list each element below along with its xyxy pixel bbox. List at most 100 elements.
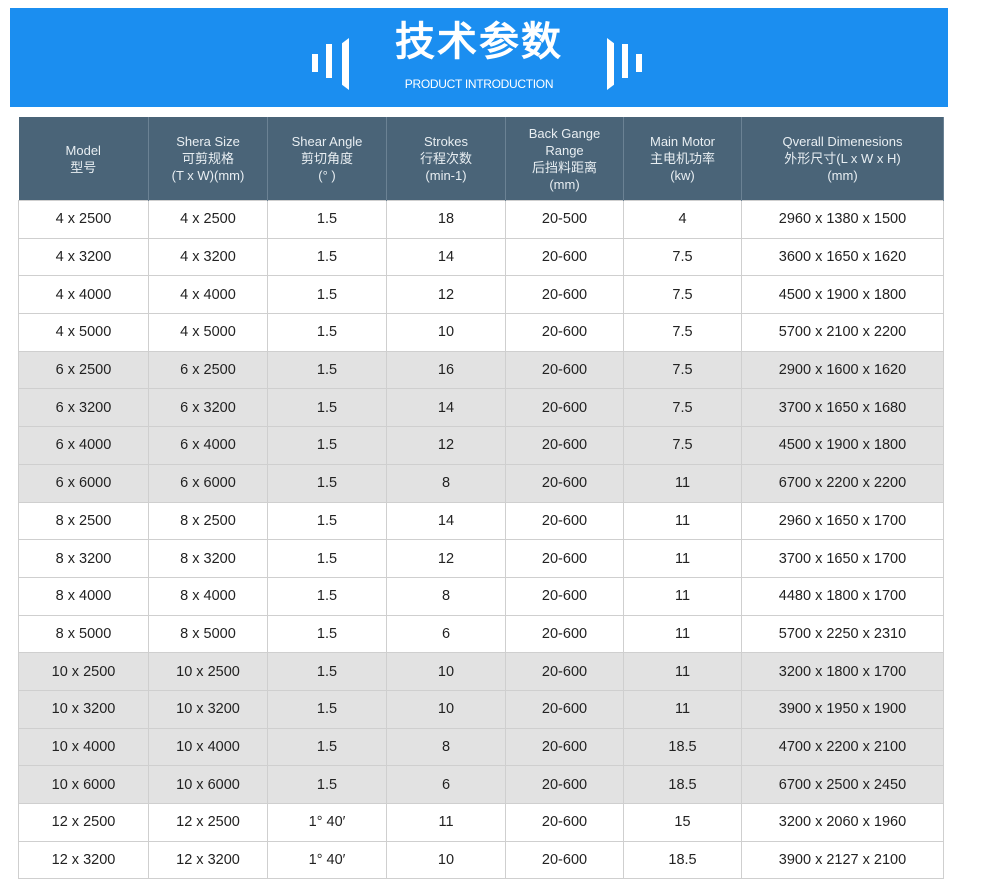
cell-back-gauge-range: 20-600 bbox=[505, 237, 624, 277]
column-header-shear-size: Shera Size 可剪规格 (T x W)(mm) bbox=[148, 117, 268, 201]
table-row: 10 x 6000 10 x 6000 1.5 6 20-600 18.5 6700 x 2… bbox=[18, 765, 944, 804]
cell-model: 10 x 3200 bbox=[18, 689, 149, 729]
cell-shear-angle: 1.5 bbox=[267, 727, 387, 767]
cell-overall-dimensions: 6700 x 2500 x 2450 bbox=[741, 765, 944, 804]
section-banner: 技术参数 PRODUCT INTRODUCTION bbox=[10, 8, 948, 107]
table-row: 8 x 4000 8 x 4000 1.5 8 20-600 11 4480 x 1800 … bbox=[18, 576, 944, 616]
cell-shear-size: 8 x 2500 bbox=[148, 501, 268, 541]
cell-main-motor: 7.5 bbox=[623, 426, 742, 465]
cell-back-gauge-range: 20-600 bbox=[505, 313, 624, 352]
cell-strokes: 14 bbox=[386, 388, 506, 428]
table-row: 10 x 4000 10 x 4000 1.5 8 20-600 18.5 4700 x 2… bbox=[18, 727, 944, 767]
cell-strokes: 10 bbox=[386, 652, 506, 691]
cell-overall-dimensions: 3700 x 1650 x 1680 bbox=[741, 388, 944, 428]
cell-shear-size: 10 x 6000 bbox=[148, 765, 268, 804]
column-header-strokes: Strokes 行程次数 (min-1) bbox=[386, 117, 506, 201]
cell-strokes: 14 bbox=[386, 237, 506, 277]
cell-model: 12 x 2500 bbox=[18, 803, 149, 842]
header-line: Range bbox=[545, 142, 584, 158]
cell-shear-angle: 1.5 bbox=[267, 275, 387, 315]
cell-main-motor: 15 bbox=[623, 803, 742, 842]
cell-overall-dimensions: 4480 x 1800 x 1700 bbox=[741, 576, 944, 616]
cell-shear-size: 4 x 5000 bbox=[148, 313, 268, 352]
cell-shear-size: 4 x 3200 bbox=[148, 237, 268, 277]
cell-strokes: 8 bbox=[386, 727, 506, 767]
cell-shear-size: 6 x 6000 bbox=[148, 463, 268, 503]
table-row: 12 x 3200 12 x 3200 1° 40′ 10 20-600 18.5 3900… bbox=[18, 840, 944, 879]
cell-overall-dimensions: 2960 x 1650 x 1700 bbox=[741, 501, 944, 541]
cell-overall-dimensions: 3700 x 1650 x 1700 bbox=[741, 539, 944, 578]
header-line: 后挡料距离 bbox=[531, 159, 597, 175]
header-line: (° ) bbox=[318, 168, 336, 183]
cell-back-gauge-range: 20-600 bbox=[505, 350, 624, 390]
cell-shear-angle: 1.5 bbox=[267, 463, 387, 503]
cell-model: 4 x 3200 bbox=[18, 237, 149, 277]
cell-back-gauge-range: 20-600 bbox=[505, 576, 624, 616]
header-line: 主电机功率 bbox=[649, 151, 715, 166]
cell-overall-dimensions: 3200 x 1800 x 1700 bbox=[741, 652, 944, 691]
cell-shear-angle: 1.5 bbox=[267, 576, 387, 616]
header-line: (T x W)(mm) bbox=[171, 168, 245, 183]
cell-back-gauge-range: 20-600 bbox=[505, 501, 624, 541]
table-row: 6 x 6000 6 x 6000 1.5 8 20-600 11 6700 x 2200 … bbox=[18, 463, 944, 503]
cell-shear-angle: 1.5 bbox=[267, 426, 387, 465]
table-row: 6 x 4000 6 x 4000 1.5 12 20-600 7.5 4500 x 190… bbox=[18, 426, 944, 465]
column-header-shear-angle: Shear Angle 剪切角度 (° ) bbox=[267, 117, 387, 201]
table-row: 10 x 3200 10 x 3200 1.5 10 20-600 11 3900 x 19… bbox=[18, 689, 944, 729]
header-line: 外形尺寸(L x W x H) bbox=[784, 151, 901, 166]
header-line: Shera Size bbox=[176, 134, 240, 149]
cell-main-motor: 7.5 bbox=[623, 275, 742, 315]
cell-shear-angle: 1.5 bbox=[267, 501, 387, 541]
column-header-model: Model 型号 bbox=[18, 117, 149, 201]
cell-overall-dimensions: 3200 x 2060 x 1960 bbox=[741, 803, 944, 842]
column-header-back-gauge-range: Back Gange Range 后挡料距离 (mm) bbox=[505, 117, 624, 201]
spec-table: Model 型号 Shera Size 可剪规格 (T x W)(mm) Shear An… bbox=[18, 117, 944, 879]
header-line: (kw) bbox=[670, 168, 695, 183]
cell-shear-angle: 1.5 bbox=[267, 237, 387, 277]
cell-strokes: 12 bbox=[386, 426, 506, 465]
cell-shear-size: 6 x 4000 bbox=[148, 426, 268, 465]
header-line: Back Gange bbox=[528, 125, 601, 141]
header-line: 行程次数 bbox=[419, 151, 472, 166]
cell-back-gauge-range: 20-600 bbox=[505, 727, 624, 767]
cell-strokes: 8 bbox=[386, 463, 506, 503]
cell-main-motor: 7.5 bbox=[623, 237, 742, 277]
cell-back-gauge-range: 20-600 bbox=[505, 463, 624, 503]
cell-shear-size: 6 x 3200 bbox=[148, 388, 268, 428]
cell-shear-angle: 1.5 bbox=[267, 765, 387, 804]
cell-overall-dimensions: 4700 x 2200 x 2100 bbox=[741, 727, 944, 767]
cell-overall-dimensions: 3600 x 1650 x 1620 bbox=[741, 237, 944, 277]
table-row: 4 x 4000 4 x 4000 1.5 12 20-600 7.5 4500 x 190… bbox=[18, 275, 944, 315]
cell-model: 8 x 4000 bbox=[18, 576, 149, 616]
cell-strokes: 12 bbox=[386, 275, 506, 315]
cell-model: 12 x 3200 bbox=[18, 840, 149, 879]
cell-strokes: 10 bbox=[386, 689, 506, 729]
cell-main-motor: 18.5 bbox=[623, 727, 742, 767]
cell-shear-size: 8 x 3200 bbox=[148, 539, 268, 578]
cell-strokes: 14 bbox=[386, 501, 506, 541]
cell-model: 8 x 2500 bbox=[18, 501, 149, 541]
table-row: 6 x 2500 6 x 2500 1.5 16 20-600 7.5 2900 x 160… bbox=[18, 350, 944, 390]
cell-shear-size: 6 x 2500 bbox=[148, 350, 268, 390]
cell-shear-size: 8 x 4000 bbox=[148, 576, 268, 616]
cell-shear-angle: 1.5 bbox=[267, 614, 387, 654]
table-row: 8 x 3200 8 x 3200 1.5 12 20-600 11 3700 x 1650… bbox=[18, 539, 944, 578]
cell-overall-dimensions: 6700 x 2200 x 2200 bbox=[741, 463, 944, 503]
cell-back-gauge-range: 20-600 bbox=[505, 652, 624, 691]
cell-main-motor: 11 bbox=[623, 576, 742, 616]
table-row: 12 x 2500 12 x 2500 1° 40′ 11 20-600 15 3200 x… bbox=[18, 803, 944, 842]
cell-model: 10 x 6000 bbox=[18, 765, 149, 804]
cell-main-motor: 11 bbox=[623, 501, 742, 541]
banner-subtitle: PRODUCT INTRODUCTION bbox=[404, 77, 554, 91]
cell-shear-angle: 1.5 bbox=[267, 313, 387, 352]
cell-model: 6 x 3200 bbox=[18, 388, 149, 428]
cell-shear-angle: 1.5 bbox=[267, 689, 387, 729]
table-row: 6 x 3200 6 x 3200 1.5 14 20-600 7.5 3700 x 165… bbox=[18, 388, 944, 428]
header-line: (min-1) bbox=[425, 168, 467, 183]
cell-back-gauge-range: 20-600 bbox=[505, 614, 624, 654]
column-header-overall-dimensions: Qverall Dimenesions 外形尺寸(L x W x H) (mm) bbox=[741, 117, 944, 201]
cell-model: 10 x 2500 bbox=[18, 652, 149, 691]
cell-main-motor: 11 bbox=[623, 614, 742, 654]
cell-strokes: 6 bbox=[386, 614, 506, 654]
cell-strokes: 18 bbox=[386, 200, 506, 239]
